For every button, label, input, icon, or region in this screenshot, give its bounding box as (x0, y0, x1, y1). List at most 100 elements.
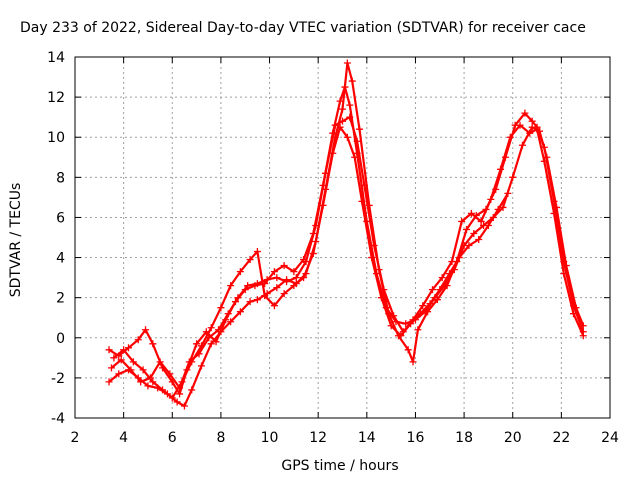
data-point (506, 133, 514, 141)
data-point (377, 294, 385, 302)
data-point (348, 77, 356, 85)
data-point (509, 173, 517, 181)
data-point (244, 282, 252, 290)
data-point (540, 157, 548, 165)
data-point (360, 181, 368, 189)
x-tick-label: 12 (309, 430, 327, 446)
data-point (280, 290, 288, 298)
data-point (356, 125, 364, 133)
data-point (448, 258, 456, 266)
data-point (193, 340, 201, 348)
data-point (424, 308, 432, 316)
data-point (463, 225, 471, 233)
data-point (290, 268, 298, 276)
data-point (302, 258, 310, 266)
data-point (409, 358, 417, 366)
data-point (253, 248, 261, 256)
data-point (273, 274, 281, 282)
data-point (570, 310, 578, 318)
data-point (115, 370, 123, 378)
data-point (368, 254, 376, 262)
data-point (407, 320, 415, 328)
series-day-2 (105, 59, 587, 410)
y-tick-label: 8 (56, 170, 65, 186)
data-point (253, 280, 261, 288)
x-axis-label: GPS time / hours (281, 458, 398, 474)
series-line (113, 126, 509, 399)
data-point (180, 402, 188, 410)
x-tick-label: 2 (71, 430, 80, 446)
data-point (526, 129, 534, 137)
data-point (339, 105, 346, 113)
data-point (137, 378, 145, 386)
data-point (227, 318, 235, 326)
y-tick-label: -4 (51, 411, 65, 427)
data-point (504, 189, 512, 197)
x-tick-label: 18 (455, 430, 473, 446)
data-point (234, 294, 242, 302)
data-point (458, 217, 466, 225)
x-tick-label: 4 (119, 430, 128, 446)
data-point (321, 169, 329, 177)
chart-title: Day 233 of 2022, Sidereal Day-to-day VTE… (20, 20, 586, 36)
data-point (497, 165, 505, 173)
data-point (125, 344, 132, 352)
data-point (178, 378, 186, 386)
data-point (197, 342, 205, 350)
data-point (533, 125, 541, 133)
data-point (319, 201, 327, 209)
y-tick-label: -2 (51, 371, 65, 387)
data-point (120, 346, 128, 354)
data-point (270, 302, 278, 310)
data-point (217, 304, 225, 312)
data-point (127, 366, 135, 374)
data-point (436, 286, 444, 294)
data-point (173, 398, 181, 406)
data-point (470, 229, 478, 237)
data-point (443, 282, 451, 290)
data-point (224, 310, 232, 318)
data-point (144, 382, 152, 390)
data-point (370, 242, 378, 250)
y-tick-label: 4 (56, 251, 65, 267)
data-point (467, 209, 475, 217)
x-tick-label: 10 (261, 430, 279, 446)
y-tick-label: 6 (56, 210, 65, 226)
data-point (139, 366, 147, 374)
data-point (380, 286, 388, 294)
data-point (261, 292, 269, 300)
grid-lines (75, 57, 610, 418)
data-point (343, 59, 351, 67)
data-point (465, 242, 473, 250)
data-point (197, 362, 205, 370)
data-point (273, 284, 281, 292)
data-point (579, 332, 587, 340)
data-point (433, 296, 441, 304)
data-point (516, 121, 524, 129)
data-point (263, 276, 271, 284)
data-point (142, 326, 150, 334)
data-point (518, 141, 526, 149)
data-point (134, 336, 142, 344)
y-tick-label: 14 (47, 50, 65, 66)
y-tick-label: 12 (47, 90, 65, 106)
data-point (110, 354, 118, 362)
data-point (300, 274, 308, 282)
data-point (292, 274, 300, 282)
data-point (283, 278, 291, 286)
data-point (550, 209, 558, 217)
data-point (475, 236, 483, 244)
series-day-3 (107, 113, 587, 392)
data-point (455, 254, 463, 262)
data-point (105, 346, 113, 354)
data-point (390, 312, 398, 320)
data-point (236, 268, 244, 276)
x-tick-label: 24 (601, 430, 619, 446)
x-tick-label: 16 (407, 430, 425, 446)
data-point (346, 101, 354, 109)
data-point (331, 121, 339, 129)
data-point (236, 308, 244, 316)
y-tick-label: 10 (47, 130, 65, 146)
